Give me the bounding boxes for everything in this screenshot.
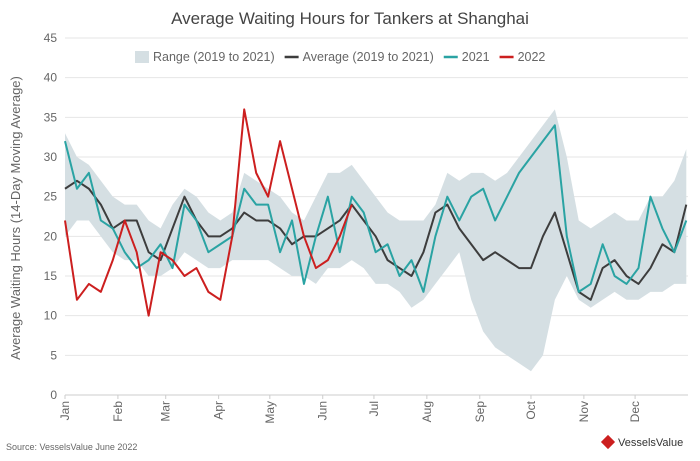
x-tick-label: Oct <box>524 400 538 419</box>
series-line <box>64 124 688 293</box>
y-tick-label: 10 <box>44 309 58 323</box>
chart-title: Average Waiting Hours for Tankers at Sha… <box>171 9 529 28</box>
series-line <box>64 179 688 301</box>
x-tick-label: Sep <box>473 401 487 423</box>
legend-swatch <box>135 51 149 63</box>
range-band <box>65 109 687 372</box>
x-tick-label: Apr <box>212 401 226 420</box>
y-axis-label: Average Waiting Hours (14-Day Moving Ave… <box>8 76 23 360</box>
y-tick-label: 20 <box>44 229 58 243</box>
x-tick-label: Jul <box>367 401 381 416</box>
x-tick-label: Nov <box>577 401 591 422</box>
x-tick-label: Jun <box>316 401 330 420</box>
x-tick-label: May <box>263 401 277 424</box>
y-tick-label: 40 <box>44 71 58 85</box>
logo-icon <box>600 434 616 450</box>
x-tick-label: Aug <box>420 401 434 422</box>
x-tick-label: Jan <box>58 401 72 420</box>
x-tick-label: Feb <box>111 401 125 422</box>
legend-label: Average (2019 to 2021) <box>303 50 434 64</box>
source: Source: VesselsValue June 2022 <box>6 442 137 452</box>
legend-label: 2022 <box>518 50 546 64</box>
y-tick-label: 45 <box>44 31 58 45</box>
y-tick-label: 25 <box>44 190 58 204</box>
legend-label: 2021 <box>462 50 490 64</box>
y-tick-label: 0 <box>50 388 57 402</box>
y-tick-label: 30 <box>44 150 58 164</box>
y-tick-label: 5 <box>50 348 57 362</box>
x-tick-label: Mar <box>159 401 173 422</box>
x-tick-label: Dec <box>628 401 642 422</box>
y-tick-label: 35 <box>44 110 58 124</box>
y-tick-label: 15 <box>44 269 58 283</box>
series-line <box>64 108 353 317</box>
logo: VesselsValue <box>618 437 683 449</box>
legend-label: Range (2019 to 2021) <box>153 50 275 64</box>
